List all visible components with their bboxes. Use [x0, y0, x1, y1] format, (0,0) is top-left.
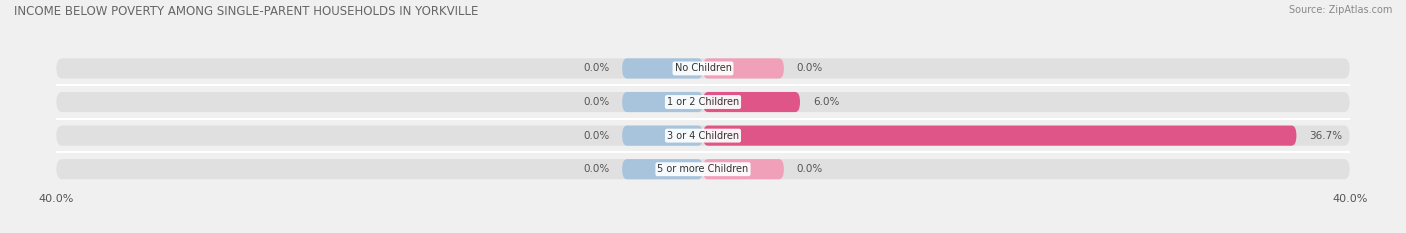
FancyBboxPatch shape [703, 126, 1296, 146]
Text: 6.0%: 6.0% [813, 97, 839, 107]
Text: 1 or 2 Children: 1 or 2 Children [666, 97, 740, 107]
FancyBboxPatch shape [56, 159, 1350, 179]
FancyBboxPatch shape [56, 58, 1350, 79]
FancyBboxPatch shape [56, 92, 1350, 112]
Text: 0.0%: 0.0% [583, 63, 609, 73]
FancyBboxPatch shape [703, 159, 785, 179]
Text: 36.7%: 36.7% [1309, 131, 1343, 141]
Text: Source: ZipAtlas.com: Source: ZipAtlas.com [1288, 5, 1392, 15]
Text: 3 or 4 Children: 3 or 4 Children [666, 131, 740, 141]
FancyBboxPatch shape [623, 159, 703, 179]
Text: 0.0%: 0.0% [583, 131, 609, 141]
Text: 5 or more Children: 5 or more Children [658, 164, 748, 174]
FancyBboxPatch shape [623, 92, 703, 112]
FancyBboxPatch shape [703, 58, 785, 79]
FancyBboxPatch shape [56, 126, 1350, 146]
Text: 0.0%: 0.0% [583, 97, 609, 107]
Text: 0.0%: 0.0% [797, 63, 823, 73]
FancyBboxPatch shape [623, 126, 703, 146]
Text: No Children: No Children [675, 63, 731, 73]
FancyBboxPatch shape [623, 58, 703, 79]
Text: 0.0%: 0.0% [797, 164, 823, 174]
FancyBboxPatch shape [703, 92, 800, 112]
Text: INCOME BELOW POVERTY AMONG SINGLE-PARENT HOUSEHOLDS IN YORKVILLE: INCOME BELOW POVERTY AMONG SINGLE-PARENT… [14, 5, 478, 18]
Text: 0.0%: 0.0% [583, 164, 609, 174]
